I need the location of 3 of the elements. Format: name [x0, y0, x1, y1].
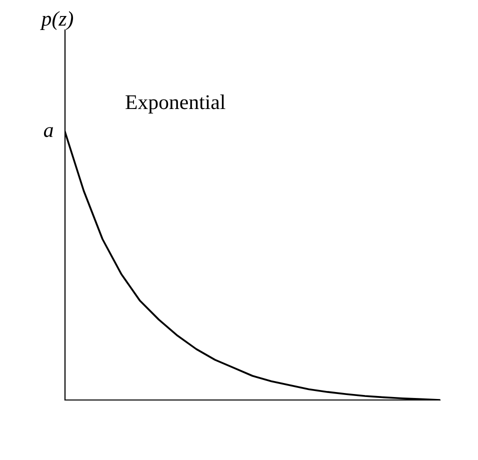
text: a [44, 127, 53, 138]
y-axis-title: p(z) [40, 11, 74, 30]
text: Exponential [126, 94, 226, 114]
